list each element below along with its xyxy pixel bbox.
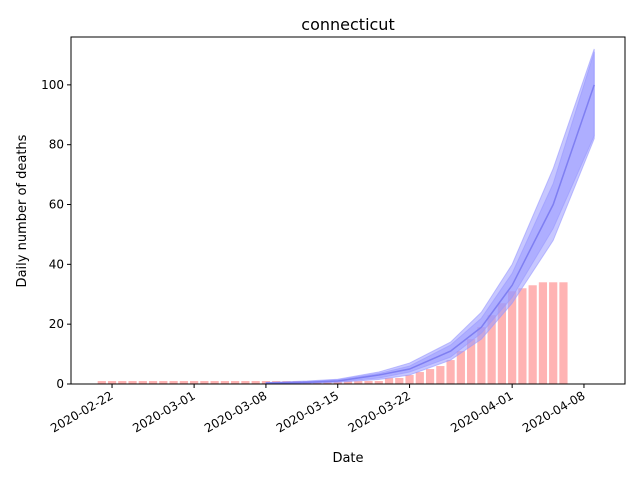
bar <box>477 327 486 384</box>
x-tick-label: 2020-02-22 <box>48 388 115 435</box>
bar <box>179 381 188 384</box>
bar <box>374 381 383 384</box>
y-tick-label: 40 <box>49 257 64 271</box>
bar <box>487 315 496 384</box>
bar <box>384 378 394 384</box>
x-tick-label: 2020-04-01 <box>448 388 515 435</box>
bar <box>159 381 168 384</box>
y-tick-label: 20 <box>49 317 64 331</box>
bar <box>508 291 517 384</box>
bar <box>118 381 127 384</box>
bar <box>169 381 178 384</box>
bar <box>200 381 209 384</box>
bar <box>251 381 260 384</box>
bar <box>549 282 558 384</box>
bar <box>364 381 373 384</box>
bar <box>446 360 455 384</box>
bar <box>456 351 465 384</box>
bar <box>97 381 106 384</box>
y-tick-label: 80 <box>49 138 64 152</box>
bar <box>190 381 199 384</box>
x-tick-label: 2020-04-08 <box>520 388 587 435</box>
x-axis-label: Date <box>332 451 363 466</box>
x-tick-label: 2020-03-15 <box>274 388 341 435</box>
bar <box>138 381 147 384</box>
bar <box>220 381 229 384</box>
x-tick-label: 2020-03-08 <box>202 388 269 435</box>
mean-line <box>265 84 595 384</box>
bar <box>528 285 537 384</box>
plot-layer <box>97 48 595 385</box>
bar <box>107 381 117 384</box>
x-tick-label: 2020-03-01 <box>130 388 197 435</box>
x-tick-label: 2020-03-22 <box>346 388 413 435</box>
y-tick-label: 60 <box>49 198 64 212</box>
bar <box>497 303 506 384</box>
y-tick-label: 100 <box>41 78 64 92</box>
outer-confidence-band <box>265 48 595 385</box>
bar <box>559 282 568 384</box>
bar <box>231 381 240 384</box>
bar <box>518 288 527 384</box>
y-axis-label: Daily number of deaths <box>15 134 30 287</box>
bar <box>538 282 548 384</box>
bar <box>210 381 219 384</box>
bar <box>241 381 250 384</box>
bar <box>343 381 353 384</box>
bar <box>415 372 424 384</box>
bar <box>436 366 445 384</box>
bar <box>405 375 414 384</box>
bar <box>467 339 476 384</box>
bar <box>395 378 404 384</box>
axes-frame <box>70 36 626 385</box>
bar <box>354 381 363 384</box>
bar <box>148 381 158 384</box>
chart-title: connecticut <box>301 15 394 34</box>
inner-confidence-band <box>265 51 595 384</box>
y-tick-label: 0 <box>56 377 64 391</box>
bar <box>128 381 137 384</box>
bar <box>425 369 435 384</box>
